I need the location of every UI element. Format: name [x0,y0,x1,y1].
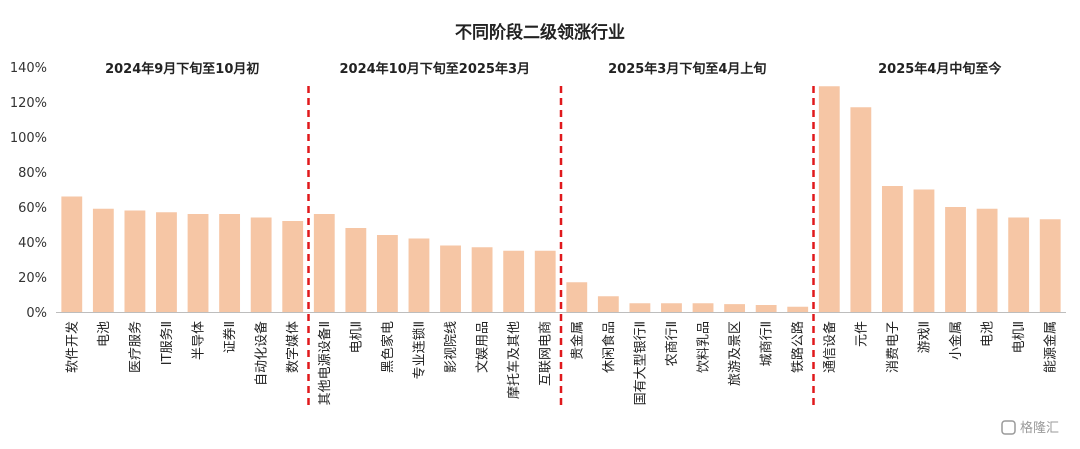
watermark: 格隆汇 [1001,420,1059,436]
bar [945,207,966,312]
category-label: 小金属 [948,321,964,360]
bar [376,235,398,312]
bar [818,86,840,312]
y-tick-label: 120% [10,96,47,111]
category-label: 数字媒体 [286,321,301,373]
category-label: 摩托车及其他 [506,321,522,399]
logo-icon [1001,420,1016,435]
bar [219,214,241,312]
y-tick-label: 0% [26,306,47,321]
phase-labels: 2024年9月下旬至10月初 2024年10月下旬至2025年3月 2025年3月下… [105,61,1002,77]
bar [597,296,619,312]
y-tick-label: 40% [18,236,47,251]
phase-label: 2024年9月下旬至10月初 [105,61,259,77]
y-axis: 0% 20% 40% 60% 80% 100% 120% 140% [10,61,47,321]
category-label: 其他电源设备Ⅱ [317,321,333,405]
bar [850,107,872,312]
category-label: 消费电子 [886,321,901,373]
bar [408,238,430,312]
y-tick-label: 20% [18,271,47,286]
bar [282,221,304,312]
bar [471,247,493,312]
bar [503,250,525,312]
category-label: 自动化设备 [254,321,270,386]
category-label: 铁路公路 [790,321,806,373]
bar [724,304,746,313]
bar [313,214,335,312]
bar [1008,217,1030,312]
phase-dividers [307,86,815,408]
phase-label: 2024年10月下旬至2025年3月 [340,61,531,77]
watermark-text: 格隆汇 [1020,420,1059,436]
bar [755,305,777,312]
bar [881,186,903,312]
category-label: 饮料乳品 [697,321,712,373]
category-label: 半导体 [192,321,207,360]
bars [61,86,1061,313]
bar [250,217,272,312]
bar [124,210,146,312]
category-label: 专业连锁Ⅱ [411,321,427,379]
bar [787,306,809,312]
category-label: 通信设备 [822,321,838,373]
bar [156,212,177,312]
bar [976,208,998,312]
bar [1039,219,1061,312]
bar [92,208,114,312]
bar [566,282,588,312]
category-label: 休闲食品 [601,321,617,373]
y-tick-label: 60% [18,201,47,216]
bar [61,196,83,312]
category-label: 城商行Ⅱ [760,321,775,366]
category-label: 软件开发 [64,321,80,373]
bar [913,189,935,312]
category-label: 文娱用品 [476,321,491,373]
bar [345,228,367,312]
category-label: 互联网电商 [539,321,554,386]
category-label: 元件 [854,321,869,347]
bar [534,250,556,312]
category-label: 黑色家电 [380,321,396,373]
category-label: 电池 [97,321,112,347]
phase-label: 2025年4月中旬至今 [878,61,1002,77]
bar [692,303,714,312]
y-tick-label: 140% [10,61,47,76]
phase-label: 2025年3月下旬至4月上旬 [608,61,766,77]
category-labels: 软件开发 电池 医疗服务 IT服务Ⅱ 半导体 证券Ⅱ 自动化设备 数字媒体 其他电源设备Ⅱ 电机Ⅱ… [64,321,1058,405]
y-tick-label: 80% [18,166,47,181]
category-label: 农商行Ⅱ [665,321,680,366]
category-label: 能源金属 [1043,321,1059,373]
bar [440,245,461,312]
category-label: 旅游及景区 [728,321,743,386]
category-label: 医疗服务 [127,321,143,373]
category-label: 电池 [981,321,996,347]
bar [661,303,682,312]
category-label: 电机Ⅱ [349,321,364,353]
category-label: 影视院线 [444,321,459,373]
y-tick-label: 100% [10,131,47,146]
chart-title: 不同阶段二级领涨行业 [455,22,625,43]
bar [187,214,209,312]
category-label: 电机Ⅱ [1012,321,1027,353]
bar [629,303,651,312]
category-label: 国有大型银行Ⅱ [633,321,648,405]
category-label: 证券Ⅱ [222,321,238,353]
category-label: 游戏Ⅱ [917,321,932,353]
category-label: 贵金属 [569,321,585,360]
category-label: IT服务Ⅱ [159,321,175,365]
